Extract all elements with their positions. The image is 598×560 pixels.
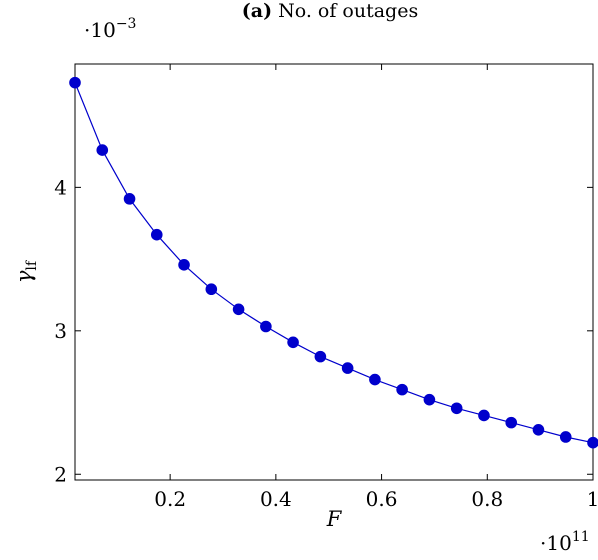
data-point: [287, 336, 299, 349]
x-tick-label: 0.8: [471, 487, 503, 511]
data-point: [69, 76, 81, 89]
data-point: [178, 259, 190, 271]
y-axis-ticks: 2 3 4: [54, 175, 593, 486]
data-point: [232, 303, 245, 316]
x-axis-ticks: 0.2 0.4 0.6 0.8 1: [154, 64, 598, 511]
data-point: [205, 283, 218, 296]
x-axis-multiplier-exp: 11: [572, 529, 590, 545]
data-point: [314, 350, 327, 363]
y-tick-label: 4: [54, 175, 67, 199]
x-axis-multiplier: ·1011: [540, 529, 590, 555]
series-group: [69, 76, 598, 449]
y-tick-label: 2: [54, 462, 67, 486]
y-axis-multiplier: ·10−3: [84, 16, 136, 42]
y-axis-label-main: γ: [12, 270, 36, 283]
data-point: [341, 362, 354, 374]
x-axis-label: F: [326, 507, 343, 531]
data-point: [450, 402, 463, 415]
x-tick-label: 0.6: [366, 487, 398, 511]
data-point: [123, 193, 136, 205]
data-point: [150, 228, 163, 241]
data-point: [396, 383, 408, 396]
x-tick-label: 1: [587, 487, 598, 511]
series-line: [74, 82, 594, 444]
y-tick-label: 3: [54, 319, 67, 343]
data-point: [369, 373, 381, 386]
data-point: [587, 436, 598, 449]
chart-title-rest: No. of outages: [272, 0, 418, 22]
chart-title: (a) No. of outages: [242, 0, 418, 22]
plot-frame: [74, 63, 594, 481]
data-point: [505, 416, 518, 429]
x-tick-label: 0.2: [154, 487, 186, 511]
data-point: [478, 409, 490, 422]
data-point: [532, 423, 545, 436]
x-axis-multiplier-base: ·10: [540, 531, 572, 555]
y-axis-multiplier-exp: −3: [116, 16, 137, 32]
x-tick-label: 0.4: [260, 487, 292, 511]
y-axis-multiplier-base: ·10: [84, 18, 116, 42]
data-point: [423, 393, 436, 406]
data-point: [96, 144, 109, 156]
y-axis-label-sub: lf: [24, 259, 40, 270]
data-point: [559, 431, 572, 443]
y-axis-label: γlf: [12, 259, 40, 283]
data-point: [260, 320, 272, 333]
chart-title-prefix: (a): [242, 0, 272, 22]
